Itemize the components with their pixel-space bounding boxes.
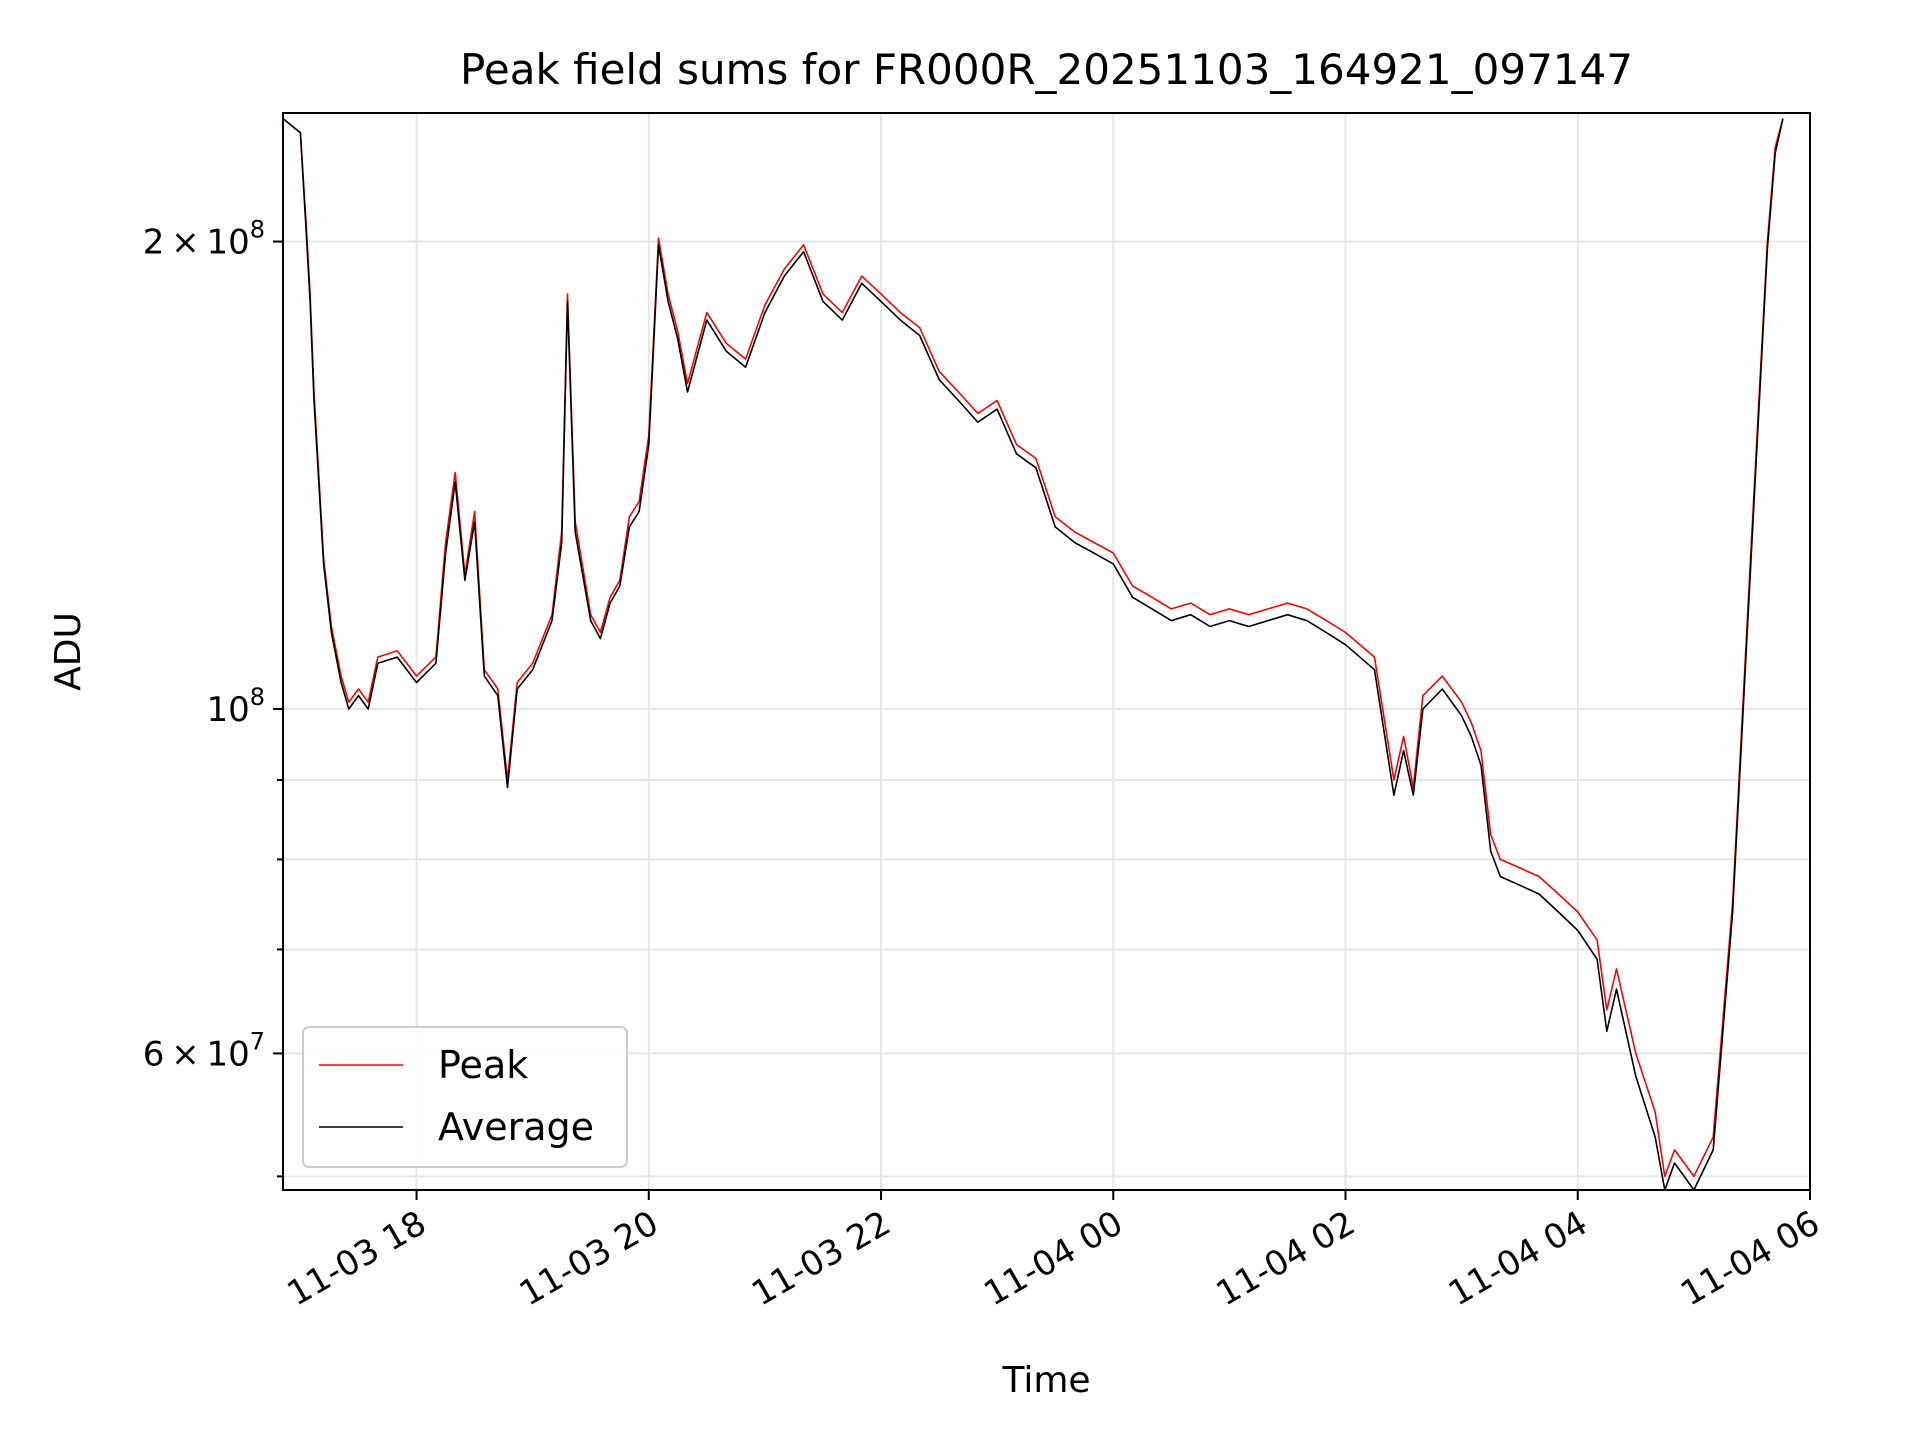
y-tick-exponent: 8 [250,216,265,244]
legend: Peak Average [302,1026,628,1168]
legend-label-average: Average [438,1105,594,1149]
x-axis-label: Time [1001,1360,1090,1401]
y-tick-mantissa: 2 × [143,223,207,263]
grid [283,113,1811,1190]
legend-box [302,1026,628,1168]
y-tick-exponent: 8 [250,683,265,711]
y-tick-label: 2 × 108 [143,216,265,263]
y-tick-base: 10 [206,690,249,730]
plot-frame [282,112,1811,1191]
y-tick-label: 6 × 107 [143,1027,265,1074]
y-axis-label: ADU [48,612,89,691]
series-layer [283,117,1784,1190]
y-tick-base: 10 [206,1034,249,1074]
legend-label-peak: Peak [438,1043,528,1087]
series-line-average [283,117,1784,1190]
y-tick-base: 10 [206,223,249,263]
y-tick-exponent: 7 [250,1027,265,1055]
y-tick-mantissa: 6 × [143,1034,207,1074]
y-tick-label: 108 [206,683,265,730]
chart-title: Peak field sums for FR000R_20251103_1649… [460,45,1633,94]
